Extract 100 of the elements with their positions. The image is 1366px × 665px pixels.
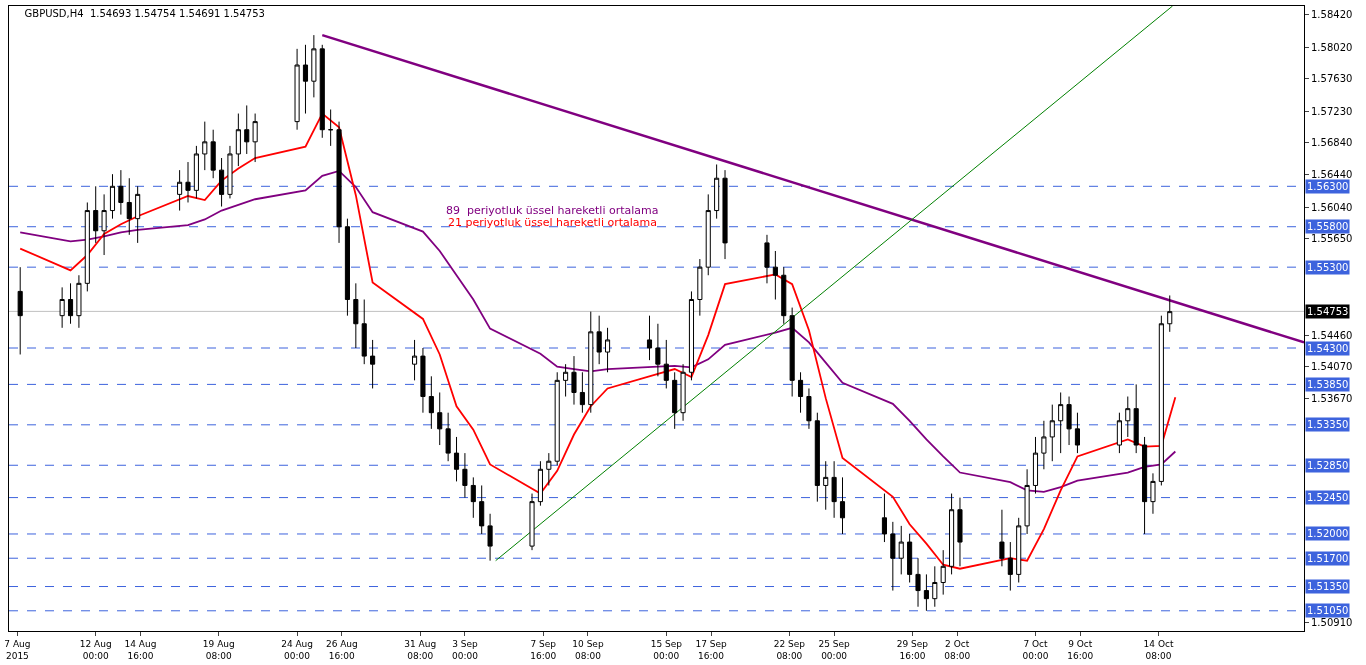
candlestick (470, 476, 476, 519)
candlestick (319, 44, 325, 139)
candlestick (1049, 404, 1055, 462)
candlestick (722, 169, 728, 260)
x-tick-label: 2 Oct 08:00 (944, 638, 971, 661)
candlestick (361, 299, 367, 365)
candlestick (714, 163, 720, 220)
candlestick (1058, 391, 1064, 454)
y-tick-label: 1.56440 (1311, 169, 1353, 181)
x-tick-label: 14 Oct 08:00 (1143, 638, 1174, 661)
candlestick (202, 121, 208, 171)
candlestick (546, 452, 552, 486)
candlestick (227, 145, 233, 199)
candlestick (344, 218, 350, 317)
candlestick (814, 412, 820, 503)
candlestick (252, 113, 258, 163)
x-tick-label: 22 Sep 08:00 (773, 638, 806, 661)
ref-line-label: 1.52450 (1307, 492, 1349, 503)
candlestick (1074, 412, 1080, 454)
candlestick (302, 44, 309, 115)
x-tick-label: 26 Aug 16:00 (325, 638, 358, 661)
y-tick-label: 1.55650 (1311, 233, 1353, 245)
ref-line-label: 1.51700 (1307, 553, 1349, 564)
candlestick (1024, 468, 1030, 535)
candlestick (1142, 436, 1148, 535)
y-tick-label: 1.50910 (1311, 616, 1353, 628)
candlestick (898, 525, 904, 575)
candlestick (881, 493, 888, 543)
line-series (19, 112, 1177, 570)
candlestick (999, 509, 1005, 567)
text: 21 periyotluk üssel hareketli ortalama (448, 216, 658, 229)
candlestick (823, 460, 829, 511)
x-tick-label: 15 Sep 00:00 (650, 638, 683, 661)
chart-title: GBPUSD,H4 1.54693 1.54754 1.54691 1.54753 (24, 7, 265, 19)
y-tick-label: 1.54460 (1311, 329, 1353, 341)
candlestick (76, 274, 82, 329)
ref-line-label: 1.55300 (1307, 262, 1349, 273)
candlestick (193, 145, 199, 199)
candlestick (705, 193, 711, 276)
x-tick-label: 29 Sep 16:00 (896, 638, 929, 661)
x-tick-label: 7 Sep 16:00 (530, 638, 557, 661)
ref-line-label: 1.51350 (1307, 581, 1349, 592)
candlestick (412, 339, 418, 381)
candlestick (462, 452, 468, 499)
candlestick (957, 497, 963, 567)
x-tick-label: 7 Aug 2015 (4, 638, 31, 661)
candlestick (605, 327, 611, 373)
y-tick-label: 1.57630 (1311, 73, 1353, 85)
candlestick (294, 48, 300, 131)
candlestick (537, 460, 543, 507)
ref-line-label: 1.56300 (1307, 181, 1349, 192)
candlestick (126, 177, 132, 236)
candlestick (479, 484, 485, 535)
candlestick (697, 258, 703, 317)
candlestick (185, 161, 191, 203)
candlestick (646, 315, 653, 361)
candlestick (1007, 541, 1013, 592)
ref-line-label: 1.52000 (1307, 528, 1349, 539)
x-tick-label: 9 Oct 16:00 (1067, 638, 1094, 661)
ref-line-label: 1.54300 (1307, 343, 1349, 354)
candlestick (1125, 396, 1131, 438)
candlestick (219, 157, 225, 208)
candlestick (210, 129, 216, 179)
ref-line-label: 1.54753 (1307, 306, 1349, 317)
candlestick (67, 282, 74, 325)
x-tick-label: 12 Aug 00:00 (79, 638, 112, 661)
y-tick-label: 1.57230 (1311, 105, 1353, 117)
x-tick-label: 31 Aug 08:00 (404, 638, 437, 661)
candlestick (1150, 472, 1156, 515)
candlestick (1032, 436, 1039, 495)
candlestick (101, 193, 107, 256)
candlestick (529, 493, 535, 551)
candlestick (235, 113, 241, 167)
candlestick (831, 460, 837, 519)
candlestick (923, 573, 929, 612)
candlestick (487, 513, 493, 562)
candlestick (596, 315, 602, 365)
candlestick (663, 339, 669, 389)
candlestick (915, 557, 921, 608)
candlestick (579, 371, 585, 414)
x-tick-label: 10 Sep 08:00 (572, 638, 604, 661)
candlestick (453, 436, 460, 482)
candlestick (789, 307, 795, 398)
candlestick (244, 104, 250, 155)
y-tick-label: 1.56040 (1311, 201, 1353, 213)
candlestick (764, 234, 770, 284)
candlestick (772, 250, 778, 300)
candlestick (437, 391, 443, 446)
candlestick (1167, 294, 1173, 333)
candlestick (907, 533, 913, 583)
candlestick (311, 34, 317, 98)
ref-line-label: 1.55800 (1307, 221, 1349, 232)
x-tick-label: 24 Aug 00:00 (281, 638, 314, 661)
candlestick (370, 339, 376, 389)
candlestick (428, 375, 434, 430)
candlestick (1133, 383, 1139, 454)
y-tick-label: 1.56840 (1311, 137, 1353, 149)
ref-line-label: 1.53350 (1307, 419, 1349, 430)
ref-line-label: 1.53850 (1307, 379, 1349, 390)
candlestick (588, 311, 594, 414)
